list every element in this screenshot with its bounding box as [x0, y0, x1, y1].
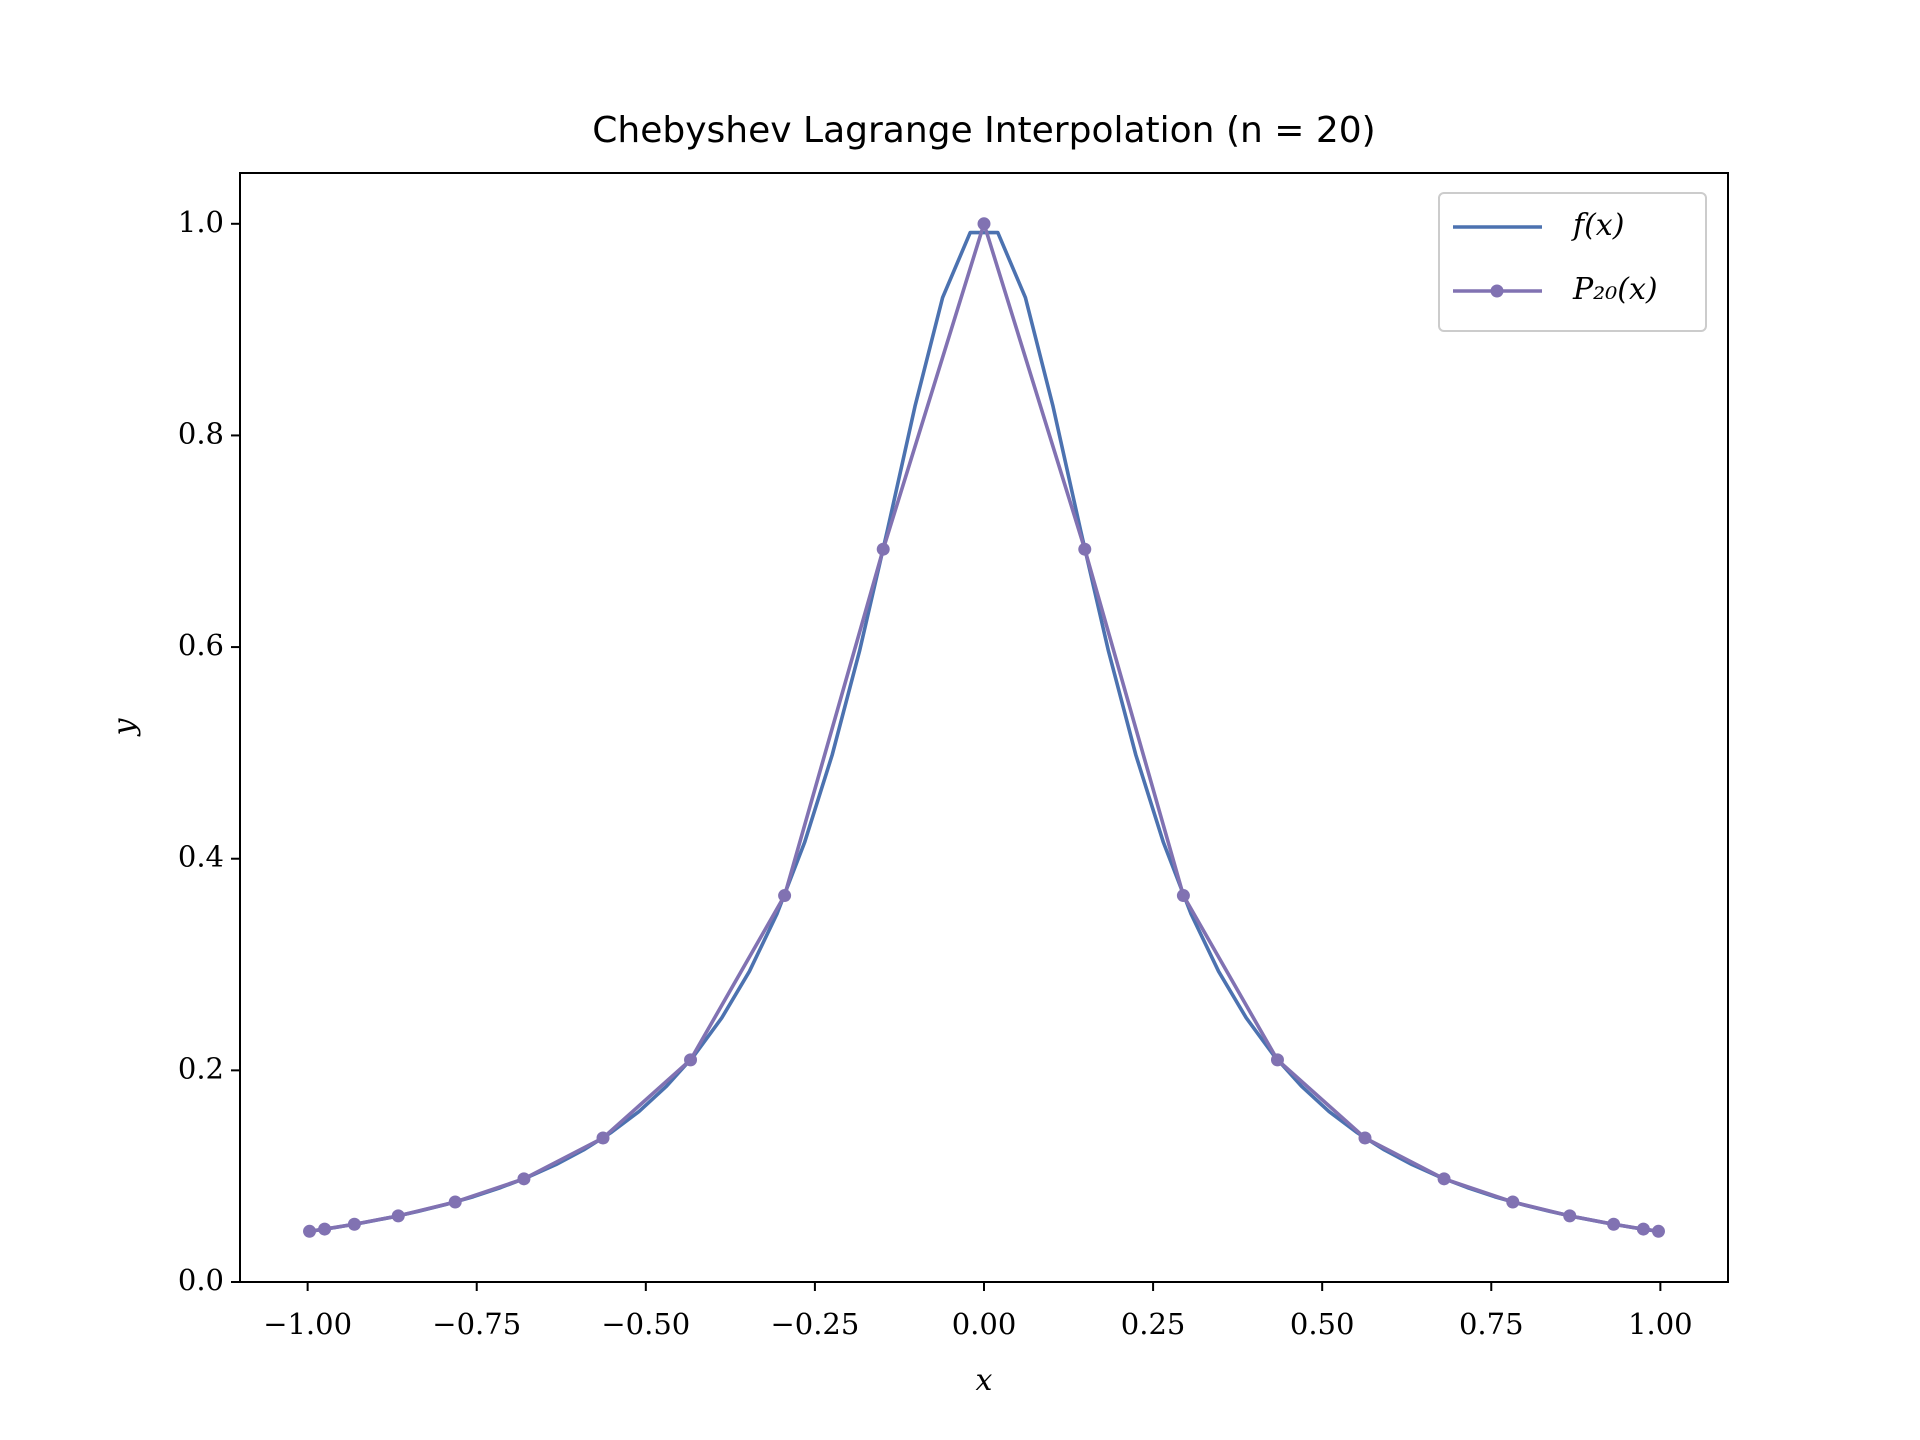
- data-point: [1607, 1217, 1621, 1231]
- data-point: [1563, 1209, 1577, 1223]
- data-point: [391, 1209, 405, 1223]
- data-point: [1078, 542, 1092, 556]
- data-point: [1437, 1172, 1451, 1186]
- data-point: [303, 1224, 317, 1238]
- x-tick-label: −0.50: [601, 1307, 690, 1341]
- legend-marker: [1490, 284, 1504, 298]
- y-tick-label: 0.0: [178, 1263, 224, 1297]
- x-axis-label: x: [976, 1363, 993, 1398]
- data-point: [1636, 1222, 1650, 1236]
- data-point: [347, 1217, 361, 1231]
- x-tick-label: −0.25: [770, 1307, 859, 1341]
- plot-area: [303, 217, 1665, 1238]
- y-tick-label: 0.2: [178, 1051, 224, 1085]
- legend-label: P₂₀(x): [1572, 272, 1658, 307]
- x-tick-label: −1.00: [263, 1307, 352, 1341]
- y-tick-label: 0.4: [178, 840, 224, 874]
- y-tick-label: 0.6: [178, 628, 224, 662]
- x-tick-label: 0.25: [1121, 1307, 1186, 1341]
- data-point: [1358, 1131, 1372, 1145]
- data-point: [1506, 1195, 1520, 1209]
- y-tick-label: 0.8: [178, 416, 224, 450]
- data-point: [448, 1195, 462, 1209]
- data-point: [1270, 1053, 1284, 1067]
- y-tick-label: 1.0: [178, 205, 224, 239]
- chart-title: Chebyshev Lagrange Interpolation (n = 20…: [592, 110, 1375, 151]
- data-point: [684, 1053, 698, 1067]
- data-point: [517, 1172, 531, 1186]
- data-point: [977, 217, 991, 231]
- data-point: [1176, 889, 1190, 903]
- x-tick-label: 0.75: [1459, 1307, 1524, 1341]
- data-point: [596, 1131, 610, 1145]
- x-tick-label: 0.50: [1290, 1307, 1355, 1341]
- legend-label: f(x): [1571, 208, 1624, 243]
- data-point: [876, 542, 890, 556]
- data-point: [1651, 1224, 1665, 1238]
- x-tick-label: −0.75: [432, 1307, 521, 1341]
- x-tick-label: 1.00: [1628, 1307, 1693, 1341]
- data-point: [318, 1222, 332, 1236]
- data-point: [778, 889, 792, 903]
- x-tick-label: 0.00: [952, 1307, 1017, 1341]
- y-axis-label: y: [107, 717, 142, 737]
